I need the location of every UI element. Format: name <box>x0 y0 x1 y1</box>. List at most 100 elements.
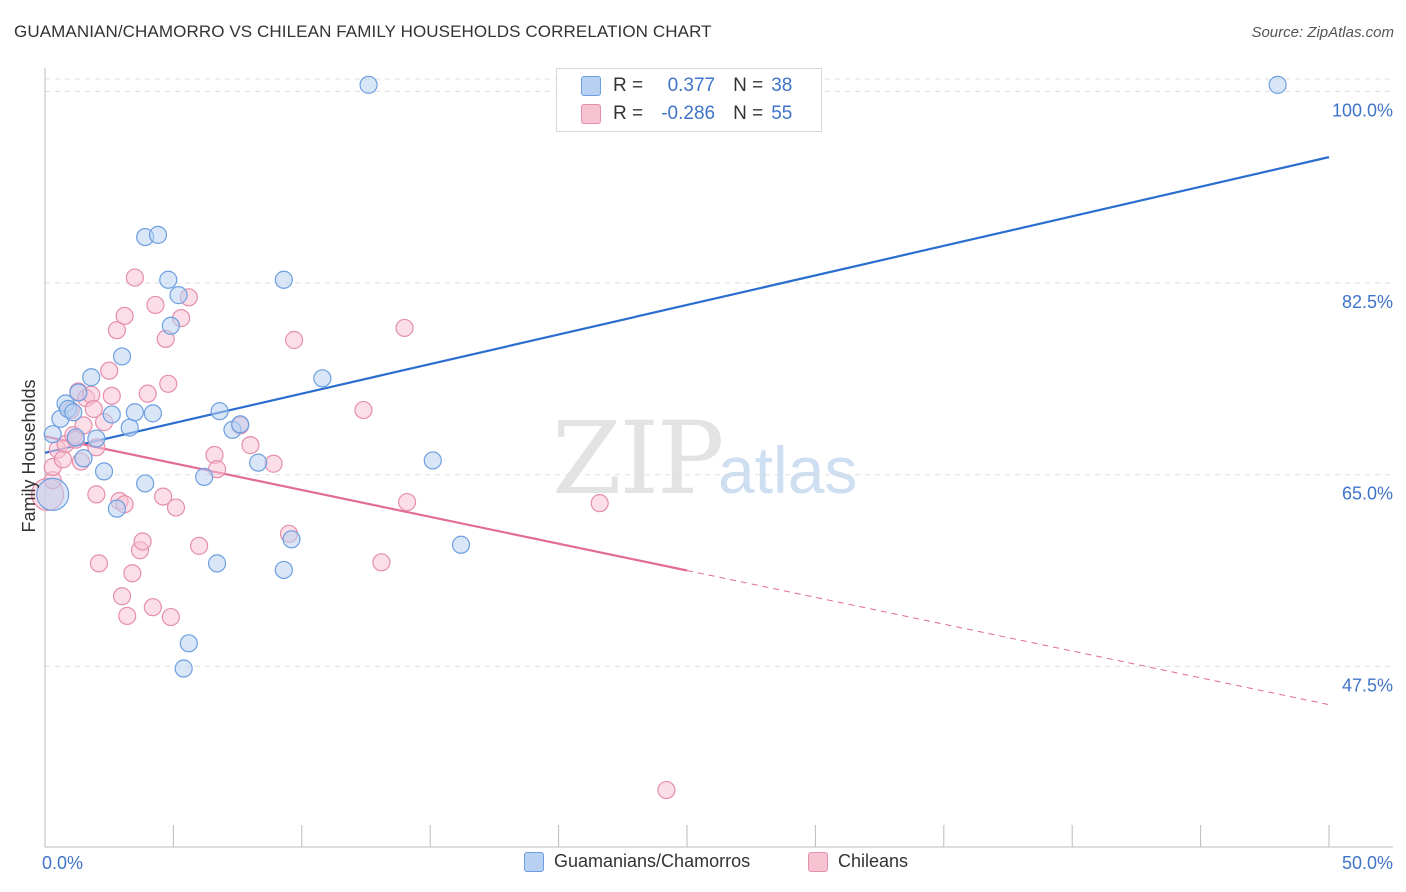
chilean-trend-line <box>44 435 688 572</box>
guamanian-point <box>159 270 178 289</box>
chilean-point <box>115 306 134 326</box>
grid-layer <box>45 78 1393 667</box>
chilean-point <box>284 330 304 350</box>
trend-layer <box>44 156 1330 706</box>
y-axis-label: Family Households <box>19 379 39 532</box>
legend-r-label: R = <box>613 75 644 96</box>
chilean-point <box>143 598 162 617</box>
guamanian-point <box>174 659 193 678</box>
guamanian-point <box>207 554 227 573</box>
bottom-legend-label: Guamanians/Chamorros <box>554 851 751 871</box>
guamanian-point <box>451 535 471 554</box>
legend-swatch-pink <box>581 104 601 124</box>
label-layer: 47.5% 65.0% 82.5% 100.0% 0.0% 50.0% Family Hou… <box>19 100 1393 873</box>
guamanian-point <box>69 383 88 402</box>
legend-row-chilean: R = -0.286 N = 55 <box>581 101 792 127</box>
guamanian-point <box>43 425 62 444</box>
x-tick-label: 50.0% <box>1342 853 1393 873</box>
guamanian-point <box>36 477 70 511</box>
legend-r-value: -0.286 <box>661 103 716 124</box>
chilean-point <box>166 498 186 517</box>
legend-n-value: 55 <box>771 103 793 124</box>
guamanian-point <box>423 451 442 470</box>
bottom-legend-swatch-blue <box>524 851 544 872</box>
guamanian-point <box>1268 75 1287 94</box>
legend-r-value: 0.377 <box>667 75 716 96</box>
chilean-point <box>159 374 178 393</box>
guamanian-trend-line <box>44 156 1330 454</box>
chilean-point <box>264 454 283 473</box>
y-tick-label: 82.5% <box>1342 292 1393 312</box>
guamanian-point <box>64 403 83 422</box>
chilean-point <box>118 606 137 626</box>
bottom-legend-label: Chileans <box>838 851 909 871</box>
chilean-point <box>354 400 373 420</box>
chilean-trend-extension <box>686 570 1330 706</box>
guamanian-point <box>143 404 162 423</box>
chilean-point <box>138 384 157 403</box>
points-layer <box>30 75 1287 800</box>
watermark-zip: ZIP <box>552 400 724 517</box>
chilean-point <box>241 436 260 455</box>
guamanian-point <box>82 368 101 387</box>
guamanian-point <box>112 347 132 366</box>
chilean-point <box>657 780 676 800</box>
guamanian-point <box>313 369 332 388</box>
chilean-point <box>87 485 106 504</box>
chilean-point <box>146 295 165 315</box>
chilean-point <box>107 321 127 340</box>
guamanian-point <box>102 405 121 424</box>
x-tick-label: 0.0% <box>42 853 83 873</box>
guamanian-point <box>179 634 198 653</box>
chilean-point <box>89 554 109 573</box>
chilean-point <box>397 492 417 512</box>
guamanian-point <box>107 499 127 518</box>
y-tick-label: 47.5% <box>1342 675 1393 695</box>
chilean-point <box>161 607 180 627</box>
chilean-point <box>100 361 119 380</box>
axis-layer <box>44 68 1393 848</box>
chilean-point <box>154 487 173 506</box>
chilean-point <box>372 553 391 572</box>
guamanian-point <box>210 402 229 421</box>
guamanian-point <box>161 316 180 335</box>
y-tick-label: 65.0% <box>1342 484 1393 504</box>
y-tick-label: 100.0% <box>1332 100 1393 120</box>
guamanian-point <box>136 474 155 493</box>
chart-title: GUAMANIAN/CHAMORRO VS CHILEAN FAMILY HOU… <box>14 22 712 41</box>
guamanian-point <box>125 403 144 422</box>
guamanian-point <box>120 418 139 437</box>
bottom-legend-swatch-pink <box>808 851 828 872</box>
legend-n-label: N = <box>733 75 764 96</box>
guamanian-point <box>274 560 293 580</box>
guamanian-point <box>274 270 293 289</box>
chilean-point <box>53 450 73 469</box>
chilean-point <box>112 587 132 606</box>
source-label: Source: ZipAtlas.com <box>1251 24 1394 41</box>
guamanian-point <box>148 225 168 244</box>
guamanian-point <box>66 428 85 447</box>
legend-r-label: R = <box>613 103 644 124</box>
chilean-point <box>102 386 121 405</box>
chilean-point <box>133 532 152 551</box>
guamanian-point <box>74 449 93 468</box>
legend-n-label: N = <box>733 103 764 124</box>
chilean-point <box>189 536 209 555</box>
guamanian-point <box>359 75 378 94</box>
legend-box: R = 0.377 N = 38 R = -0.286 N = 55 <box>556 68 822 132</box>
chilean-point <box>590 494 609 513</box>
guamanian-point <box>87 429 106 448</box>
guamanian-point <box>282 530 301 549</box>
bottom-legend-chilean: Chileans <box>808 851 908 872</box>
chilean-point <box>395 318 414 338</box>
guamanian-point <box>195 467 214 486</box>
chilean-point <box>84 399 103 419</box>
watermark-atlas: atlas <box>718 433 858 507</box>
guamanian-point <box>249 453 268 472</box>
legend-swatch-blue <box>581 76 601 96</box>
legend-n-value: 38 <box>771 75 793 96</box>
bottom-legend-guamanian: Guamanians/Chamorros <box>524 851 750 872</box>
chilean-point <box>125 268 144 287</box>
guamanian-point <box>231 415 250 434</box>
